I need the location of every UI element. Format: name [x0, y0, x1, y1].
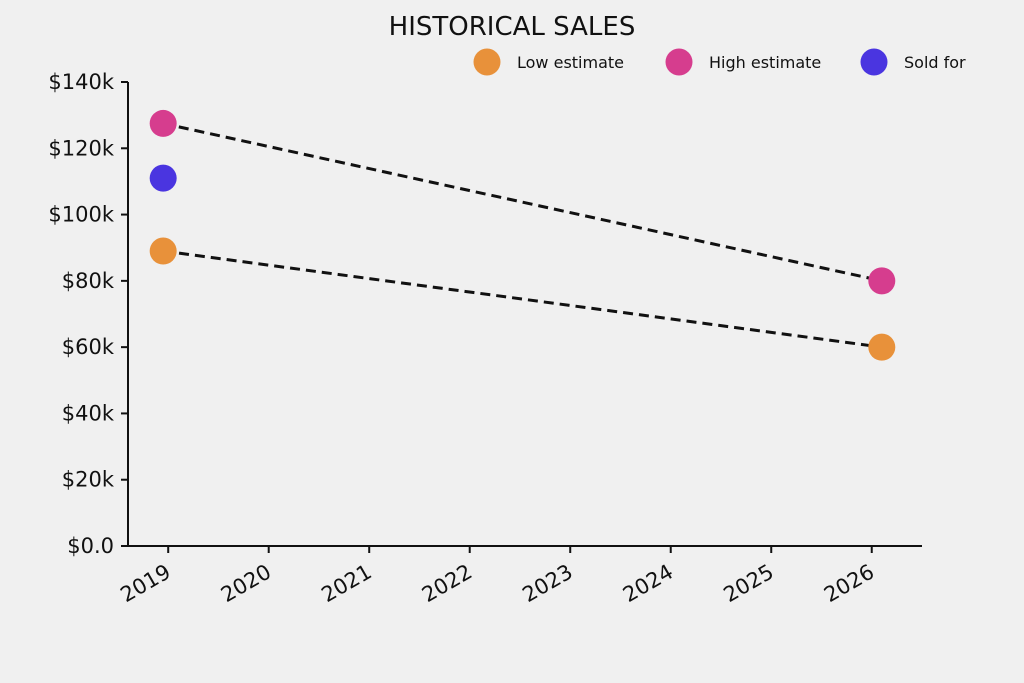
y-tick-label: $100k	[48, 203, 114, 227]
x-tick-label: 2020	[217, 560, 275, 608]
y-tick-label: $40k	[62, 401, 115, 425]
point-low-estimate	[149, 237, 177, 265]
point-high-estimate	[868, 267, 896, 295]
chart-title: HISTORICAL SALES	[389, 12, 636, 42]
x-tick-label: 2025	[719, 560, 777, 608]
legend-label-sold-for: Sold for	[904, 53, 966, 72]
x-tick-label: 2022	[418, 560, 476, 608]
legend-marker-high-estimate	[665, 48, 693, 76]
y-tick-label: $20k	[62, 468, 115, 492]
axes: $0.0 $20k $40k $60k $80k $100k $120k $140k 2019 2…	[48, 70, 922, 607]
y-tick-label: $60k	[62, 335, 115, 359]
x-tick-label: 2024	[619, 560, 677, 608]
legend-marker-sold-for	[860, 48, 888, 76]
trend-lines	[162, 121, 883, 349]
legend-label-low-estimate: Low estimate	[517, 53, 624, 72]
y-tick-label: $0.0	[67, 534, 114, 558]
legend-marker-low-estimate	[473, 48, 501, 76]
x-tick-label: 2023	[518, 560, 576, 608]
x-tick-label: 2019	[116, 560, 174, 608]
x-tick-label: 2026	[820, 560, 878, 608]
trend-line-high-estimate	[162, 121, 883, 283]
y-tick-label: $120k	[48, 136, 114, 160]
legend: Low estimate High estimate Sold for	[473, 48, 966, 76]
point-sold-for	[149, 164, 177, 192]
point-low-estimate	[868, 333, 896, 361]
x-tick-label: 2021	[317, 560, 375, 608]
data-points	[149, 109, 896, 361]
trend-line-low-estimate	[162, 249, 882, 349]
legend-label-high-estimate: High estimate	[709, 53, 821, 72]
point-high-estimate	[149, 109, 177, 137]
y-tick-label: $80k	[62, 269, 115, 293]
y-tick-label: $140k	[48, 70, 114, 94]
